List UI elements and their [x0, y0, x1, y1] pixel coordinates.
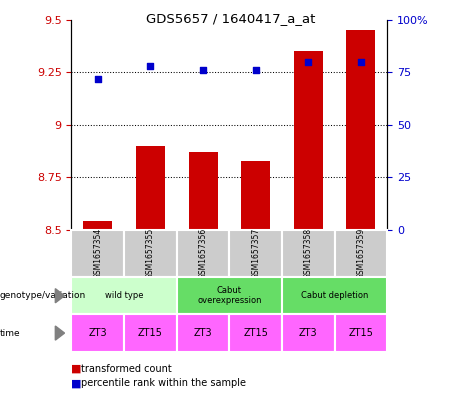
Text: ZT3: ZT3	[194, 328, 213, 338]
Bar	[229, 230, 282, 277]
Bar	[83, 222, 112, 230]
Polygon shape	[55, 288, 65, 303]
Text: wild type: wild type	[105, 291, 143, 300]
Bar	[282, 230, 335, 277]
Point	[357, 59, 365, 65]
Text: ZT15: ZT15	[138, 328, 163, 338]
Point	[94, 75, 101, 82]
Text: genotype/variation: genotype/variation	[0, 291, 86, 300]
Bar	[189, 152, 218, 230]
Text: GSM1657357: GSM1657357	[251, 228, 260, 279]
Point	[199, 67, 207, 73]
Bar	[335, 230, 387, 277]
Point	[147, 63, 154, 69]
Text: ZT15: ZT15	[243, 328, 268, 338]
Polygon shape	[55, 326, 65, 340]
Text: transformed count: transformed count	[81, 364, 171, 374]
Bar	[282, 314, 335, 352]
Point	[305, 59, 312, 65]
Text: GDS5657 / 1640417_a_at: GDS5657 / 1640417_a_at	[146, 12, 315, 25]
Bar	[229, 314, 282, 352]
Bar	[282, 277, 387, 314]
Bar	[294, 51, 323, 230]
Text: GSM1657355: GSM1657355	[146, 228, 155, 279]
Bar	[71, 230, 124, 277]
Bar	[124, 230, 177, 277]
Bar	[177, 314, 229, 352]
Bar	[71, 277, 177, 314]
Text: GSM1657358: GSM1657358	[304, 228, 313, 279]
Bar	[241, 160, 270, 230]
Text: time: time	[0, 329, 21, 338]
Text: ZT15: ZT15	[349, 328, 373, 338]
Text: ZT3: ZT3	[89, 328, 107, 338]
Bar	[347, 30, 375, 230]
Text: Cabut
overexpression: Cabut overexpression	[197, 286, 261, 305]
Bar	[136, 146, 165, 230]
Bar	[71, 314, 124, 352]
Text: percentile rank within the sample: percentile rank within the sample	[81, 378, 246, 388]
Text: GSM1657356: GSM1657356	[199, 228, 207, 279]
Bar	[335, 314, 387, 352]
Bar	[177, 277, 282, 314]
Text: GSM1657359: GSM1657359	[356, 228, 366, 279]
Text: ■: ■	[71, 378, 82, 388]
Text: ■: ■	[71, 364, 82, 374]
Text: Cabut depletion: Cabut depletion	[301, 291, 368, 300]
Point	[252, 67, 260, 73]
Bar	[177, 230, 229, 277]
Bar	[124, 314, 177, 352]
Text: ZT3: ZT3	[299, 328, 318, 338]
Text: GSM1657354: GSM1657354	[93, 228, 102, 279]
